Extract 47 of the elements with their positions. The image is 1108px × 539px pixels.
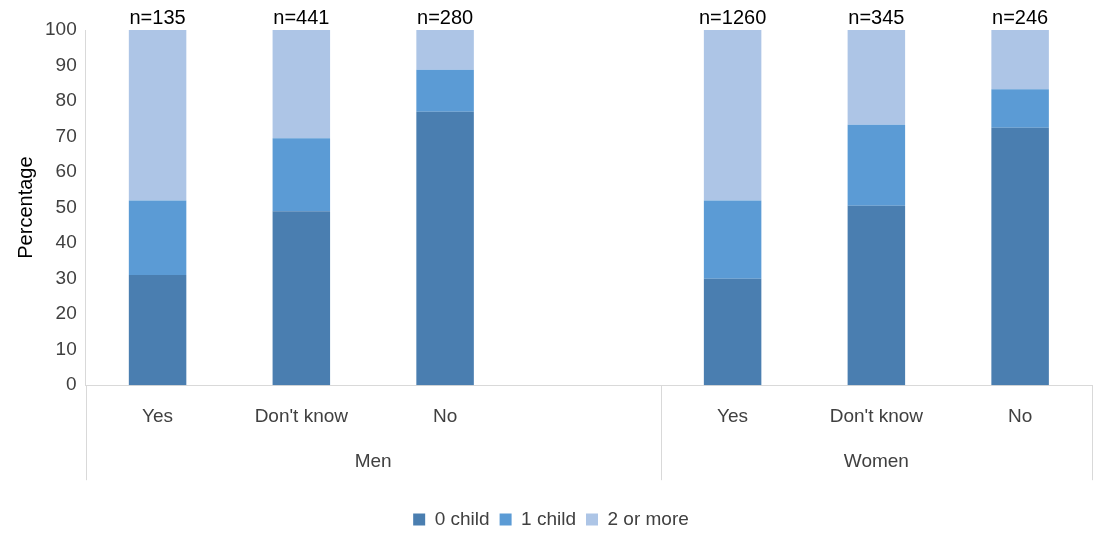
- bar: [703, 200, 762, 279]
- bar: [416, 111, 474, 386]
- bar: [128, 200, 187, 276]
- x-tick-label: No: [1007, 404, 1033, 426]
- y-tick-label: 90: [55, 53, 77, 75]
- y-tick-label: 20: [55, 302, 77, 324]
- x-tick-label: Yes: [717, 404, 749, 426]
- y-tick-label: 30: [55, 266, 77, 288]
- y-tick-label: 50: [55, 195, 77, 217]
- text: n=441: [273, 5, 330, 28]
- legend-label: 0 child: [434, 507, 490, 529]
- text: n=246: [992, 5, 1049, 28]
- y-tick-label: 0: [66, 373, 77, 395]
- bar: [272, 211, 331, 386]
- bar: [272, 30, 331, 139]
- y-tick-label: 40: [55, 231, 77, 253]
- bar: [272, 138, 331, 212]
- y-tick-label: 100: [45, 18, 77, 40]
- text: n=135: [129, 5, 186, 28]
- y-tick-label: 60: [55, 160, 77, 182]
- text: Men: [354, 450, 392, 472]
- bar: [128, 30, 187, 201]
- text: n=345: [848, 5, 905, 28]
- x-tick-label: Don't know: [254, 404, 349, 426]
- bar: [703, 30, 762, 201]
- bar: [847, 205, 906, 386]
- bar: [991, 89, 1049, 128]
- text: Women: [843, 450, 909, 472]
- y-tick-label: 10: [55, 337, 77, 359]
- bar: [703, 278, 762, 386]
- text: n=1260: [698, 5, 767, 28]
- x-tick-label: No: [432, 404, 458, 426]
- x-tick-label: Don't know: [829, 404, 924, 426]
- bar: [991, 127, 1049, 386]
- y-tick-label: 80: [55, 89, 77, 111]
- bar: [847, 30, 906, 125]
- x-tick-label: Yes: [142, 404, 174, 426]
- bar: [128, 275, 187, 386]
- y-axis-title: Percentage: [13, 156, 36, 259]
- bar: [416, 69, 474, 112]
- bar: [991, 30, 1049, 90]
- y-tick-label: 70: [55, 124, 77, 146]
- text: n=280: [417, 5, 474, 28]
- bar: [847, 124, 906, 206]
- legend-label: 2 or more: [607, 507, 689, 529]
- bar: [416, 30, 474, 70]
- legend-label: 1 child: [521, 507, 577, 529]
